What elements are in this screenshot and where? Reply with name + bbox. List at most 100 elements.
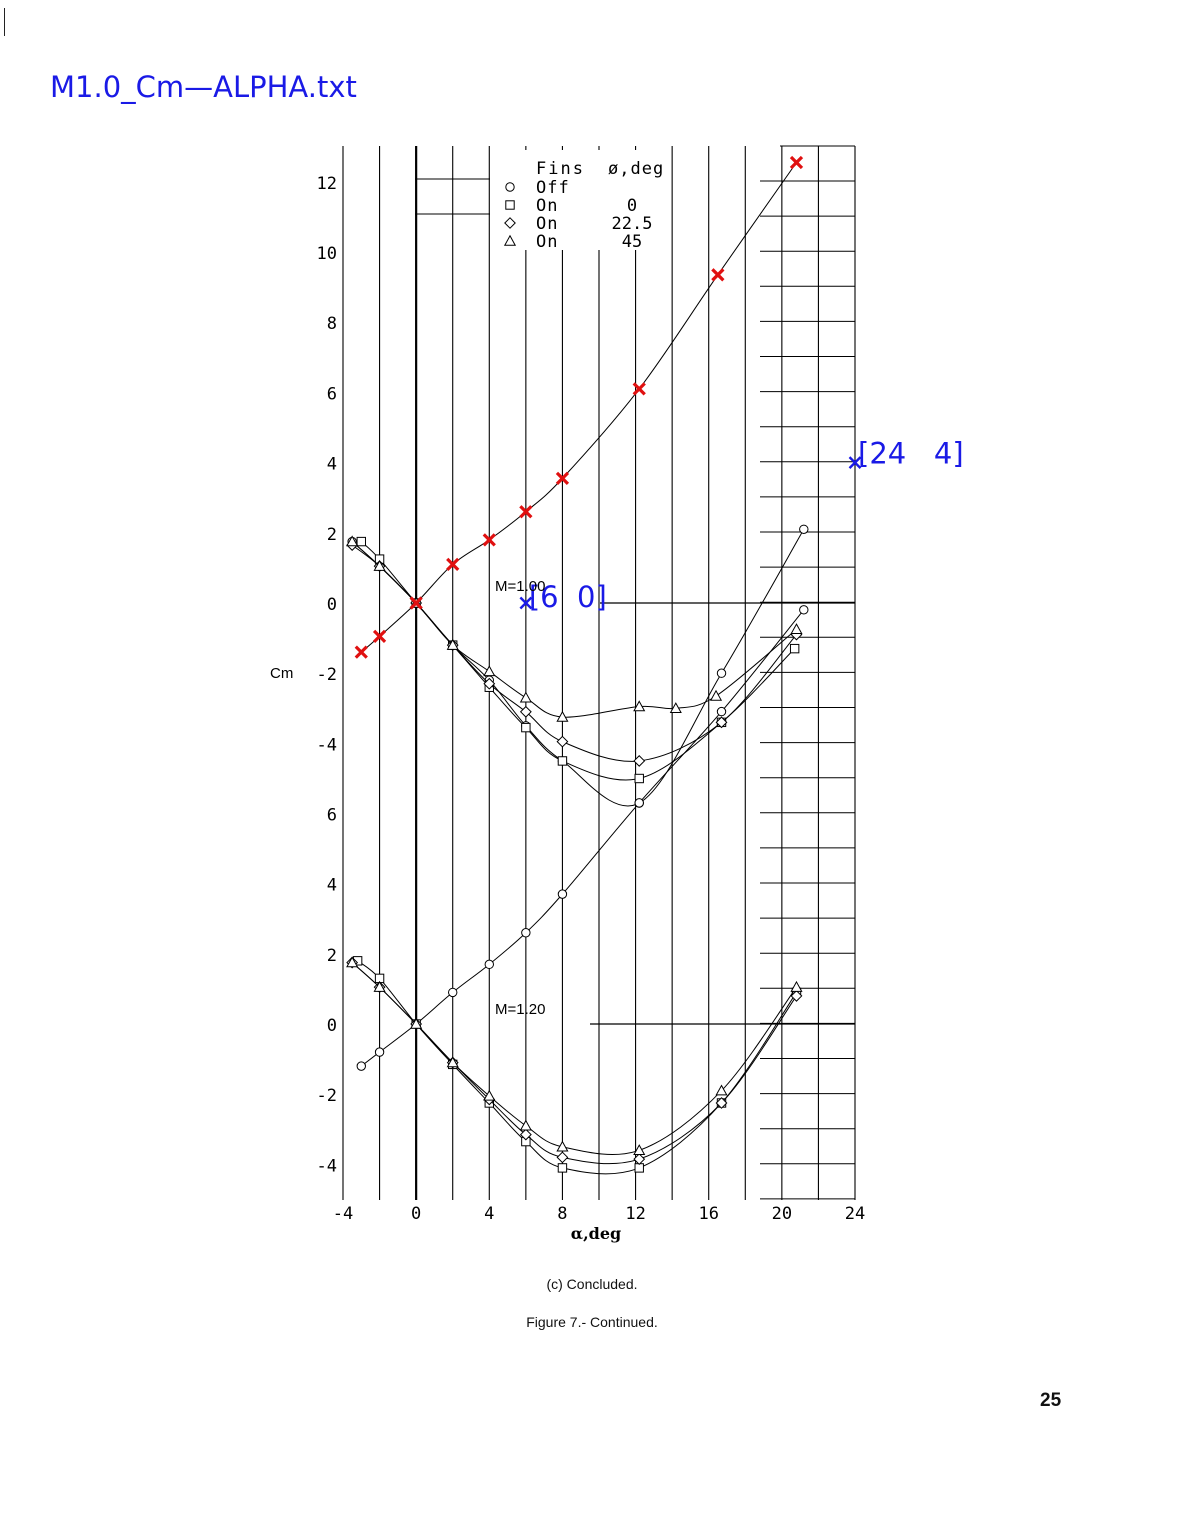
y-axis-label: Cm	[270, 665, 293, 682]
digitized-point	[482, 533, 496, 547]
data-point-bottom-triangle	[483, 1089, 496, 1101]
data-point-top-diamond	[519, 705, 532, 718]
chart-overlay: [6 0] [24 4]	[354, 155, 964, 659]
data-point-top-square	[789, 643, 800, 654]
data-point-top-triangle	[519, 691, 532, 703]
y-tick-label-bottom: -4	[317, 1156, 337, 1176]
calibration-marker-label: [6 0]	[529, 580, 607, 614]
data-point-top-square	[557, 756, 568, 766]
legend-marker	[504, 217, 516, 229]
digitized-point	[446, 557, 460, 572]
data-point-top-diamond	[633, 755, 646, 767]
digitized-point	[632, 382, 646, 396]
mach-label-bottom: M=1.20	[495, 1001, 545, 1018]
subcaption: (c) Concluded.	[546, 1276, 638, 1292]
legend-marker	[505, 182, 515, 192]
data-point-bottom-diamond	[715, 1097, 728, 1109]
x-tick-label: 24	[845, 1204, 865, 1224]
margin-mark	[4, 8, 5, 36]
x-axis-label: α,deg	[571, 1224, 621, 1243]
data-point-top-triangle	[669, 702, 682, 713]
data-point-bottom-circle	[448, 987, 458, 998]
series-line-bottom-circle	[360, 609, 805, 1067]
y-tick-label-bottom: 2	[327, 946, 337, 966]
data-point-bottom-circle	[799, 605, 809, 615]
digitized-point-stroke	[354, 645, 368, 659]
y-tick-label-top: 6	[327, 384, 337, 404]
data-point-top-diamond	[556, 735, 569, 748]
data-point-bottom-circle	[634, 798, 644, 808]
data-point-bottom-circle	[484, 959, 494, 970]
data-point-top-triangle	[373, 559, 386, 571]
y-tick-label-bottom: 0	[327, 1016, 337, 1036]
series-line-top-diamond	[351, 544, 797, 762]
data-point-bottom-triangle	[410, 1017, 423, 1029]
digitized-point-stroke	[632, 382, 646, 396]
data-point-bottom-triangle	[519, 1119, 532, 1131]
x-tick-label: -4	[333, 1204, 353, 1224]
digitized-point-stroke	[372, 629, 387, 643]
digitized-point-stroke	[446, 557, 460, 572]
data-point-bottom-square	[557, 1163, 568, 1173]
digitized-point	[354, 645, 368, 659]
calibration-marker	[519, 596, 533, 610]
data-point-top-square	[356, 536, 366, 547]
data-point-top-triangle	[483, 665, 496, 677]
digitized-point-stroke	[409, 596, 423, 610]
y-tick-label-top: -2	[317, 665, 337, 685]
data-point-bottom-diamond	[633, 1153, 646, 1166]
y-tick-label-bottom: 4	[327, 876, 337, 896]
legend-entry-fins: On	[536, 196, 558, 216]
data-point-bottom-triangle	[556, 1140, 569, 1152]
digitized-point-stroke	[555, 471, 570, 486]
series-line-bottom-square	[357, 960, 797, 1175]
data-point-bottom-diamond	[519, 1128, 532, 1141]
file-title: M1.0_Cm—ALPHA.txt	[50, 70, 357, 104]
chart-grid	[342, 145, 856, 1200]
data-point-bottom-triangle	[715, 1084, 728, 1096]
legend-marker	[505, 200, 515, 210]
y-tick-label-top: -4	[317, 735, 337, 755]
x-tick-label: 0	[411, 1204, 421, 1224]
y-tick-label-top: 0	[327, 595, 337, 615]
legend-marker	[503, 234, 517, 246]
data-point-top-triangle	[709, 689, 723, 701]
chart-top-panel	[346, 524, 809, 808]
digitized-point	[409, 596, 423, 610]
legend-entry-phi: 22.5	[612, 214, 653, 234]
legend-entry-fins: On	[536, 232, 558, 252]
page-number: 25	[1040, 1390, 1062, 1411]
series-line-top-circle	[351, 529, 805, 807]
digitized-point	[555, 471, 570, 486]
data-point-top-triangle	[633, 700, 646, 712]
legend-background	[495, 150, 670, 250]
data-point-top-square	[634, 773, 644, 784]
digitized-point	[711, 268, 725, 282]
legend-entry-phi: 45	[622, 232, 642, 252]
y-tick-label-bottom: 6	[327, 805, 337, 825]
data-point-bottom-triangle	[446, 1056, 459, 1068]
x-tick-label: 16	[698, 1204, 718, 1224]
legend-entry-fins: Off	[536, 178, 570, 198]
data-point-top-diamond	[715, 716, 728, 729]
data-point-top-circle	[799, 524, 809, 534]
y-tick-label-top: 4	[327, 455, 337, 475]
data-point-bottom-triangle	[790, 980, 803, 992]
digitized-point	[519, 505, 533, 519]
legend-header-phi: ø,deg	[608, 159, 664, 179]
series-line-bottom-triangle	[351, 962, 797, 1156]
data-point-bottom-circle	[557, 889, 568, 899]
y-tick-label-top: 12	[317, 174, 337, 194]
mach-label-top: M=1.00	[495, 578, 545, 595]
data-point-top-triangle	[790, 623, 803, 635]
data-point-top-square	[521, 722, 531, 733]
data-point-bottom-circle	[521, 928, 531, 938]
digitized-point-stroke	[711, 268, 725, 282]
series-line-top-triangle	[351, 541, 797, 718]
data-point-bottom-triangle	[633, 1144, 646, 1156]
legend-entry-phi: 0	[627, 196, 637, 216]
calibration-marker-stroke	[848, 456, 862, 469]
